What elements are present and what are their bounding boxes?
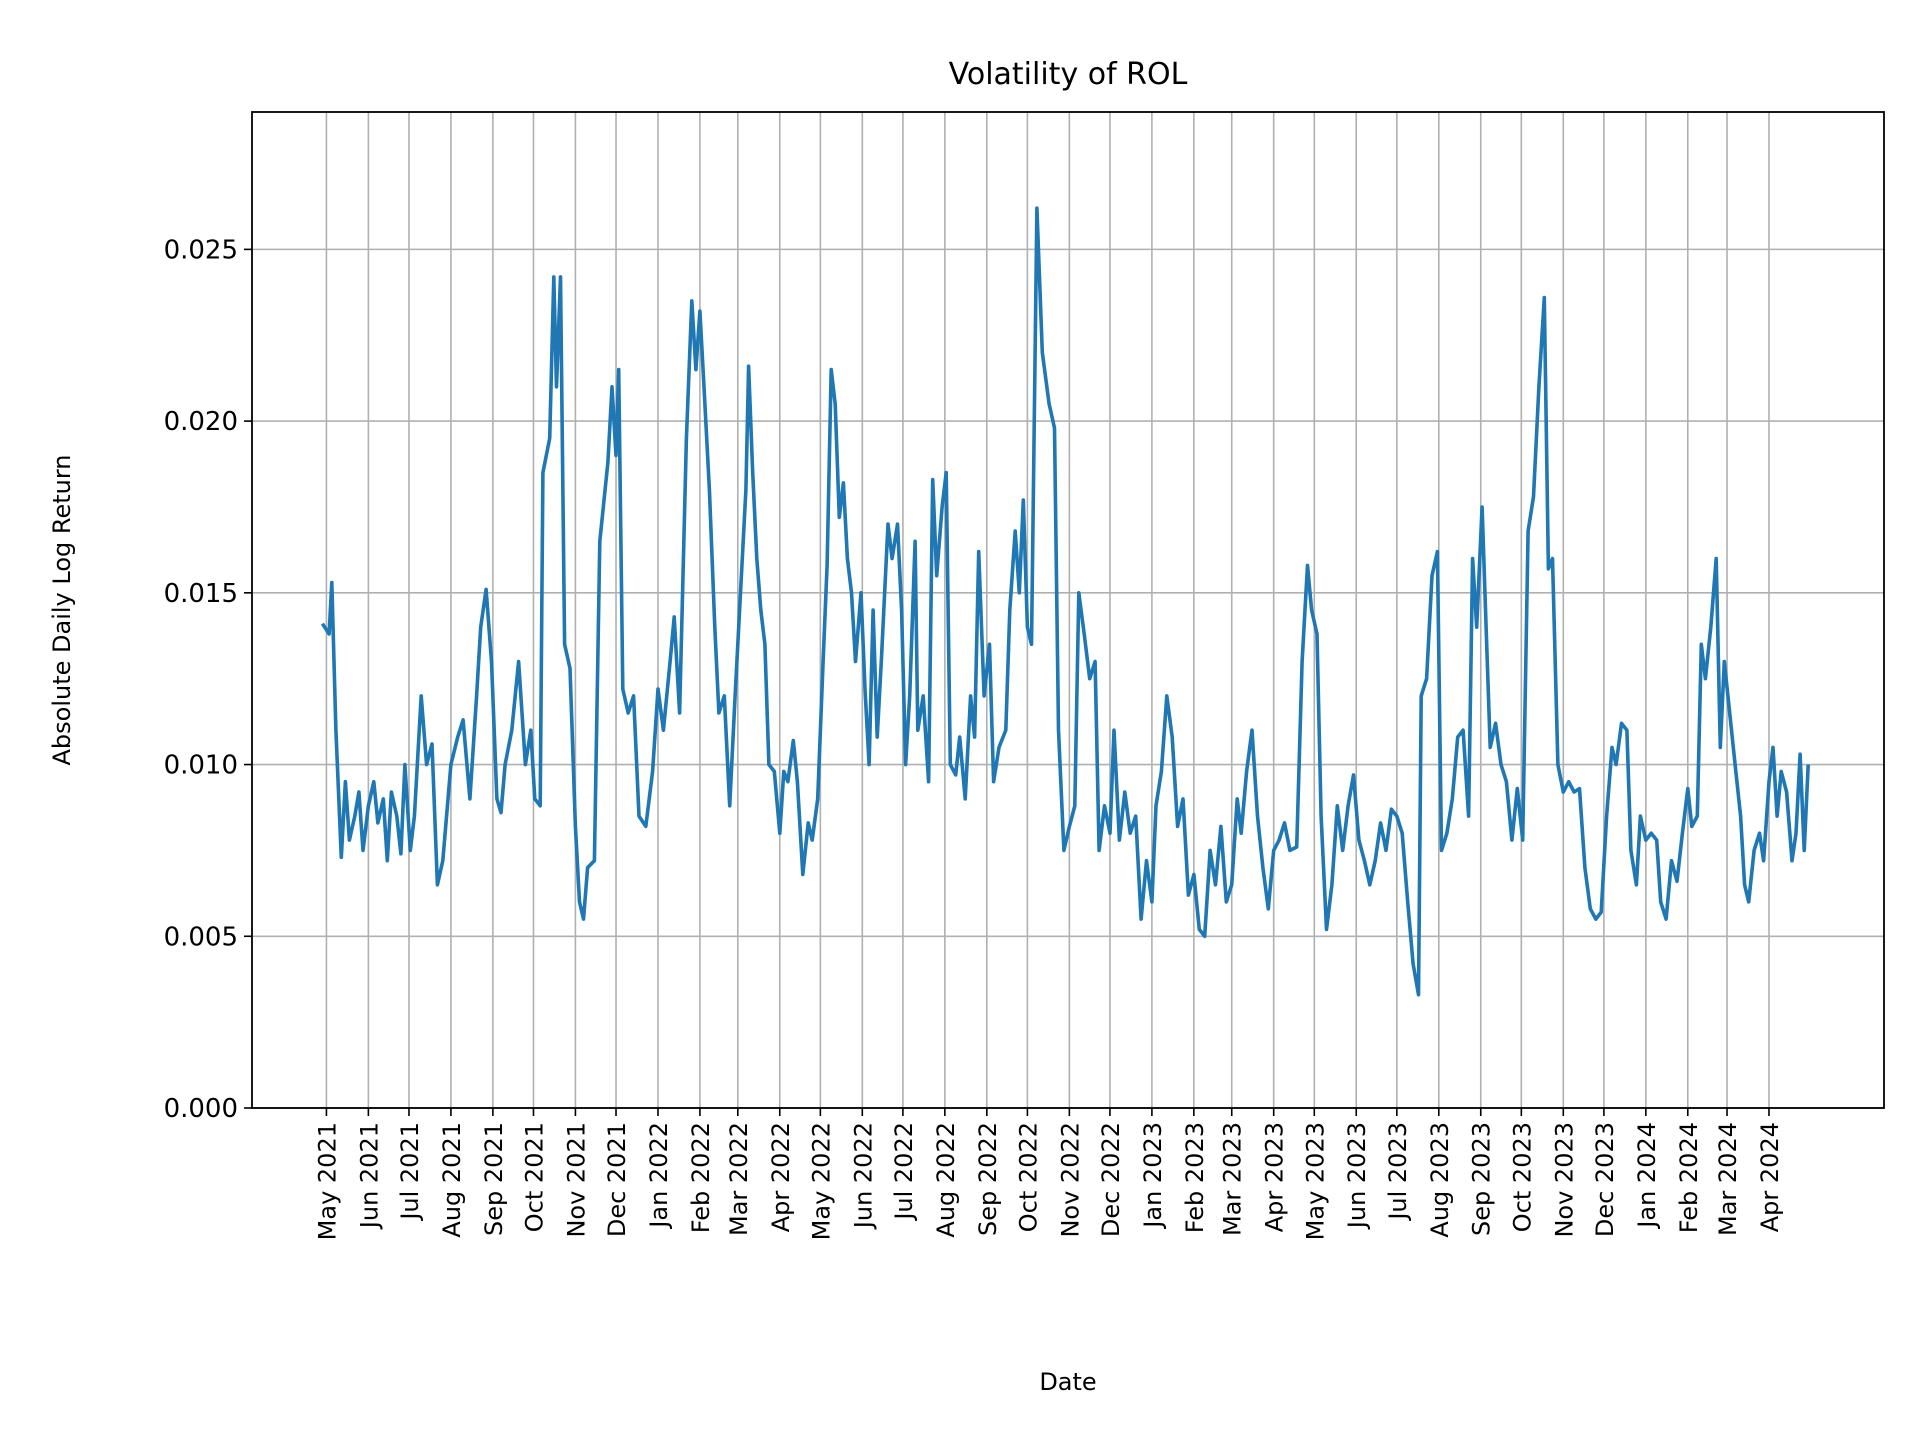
- x-tick-label: Mar 2022: [725, 1122, 753, 1236]
- y-tick-label: 0.010: [164, 751, 238, 781]
- x-tick-label: Aug 2023: [1426, 1122, 1454, 1238]
- y-axis-label: Absolute Daily Log Return: [48, 454, 76, 765]
- x-tick-label: Jan 2023: [1139, 1122, 1167, 1230]
- plot-area: [320, 206, 1810, 997]
- x-tick-label: Oct 2021: [520, 1122, 548, 1232]
- x-tick-label: Jun 2022: [849, 1122, 877, 1230]
- x-tick-label: Jul 2022: [890, 1122, 918, 1222]
- x-tick-label: Apr 2024: [1756, 1122, 1784, 1232]
- x-tick-label: Sep 2021: [480, 1122, 508, 1236]
- x-tick-label: Jul 2023: [1384, 1122, 1412, 1222]
- x-tick-label: Apr 2022: [767, 1122, 795, 1232]
- x-tick-label: Nov 2021: [562, 1122, 590, 1238]
- volatility-series-line: [320, 206, 1810, 997]
- y-axis-ticks: 0.000 0.005 0.010 0.015 0.020 0.025: [164, 235, 252, 1124]
- x-axis-label: Date: [1039, 1368, 1096, 1396]
- x-tick-label: Jan 2024: [1633, 1122, 1661, 1230]
- y-tick-label: 0.005: [164, 922, 238, 952]
- x-tick-label: May 2021: [313, 1122, 341, 1240]
- x-tick-label: Jan 2022: [645, 1122, 673, 1230]
- y-tick-label: 0.025: [164, 235, 238, 265]
- x-tick-label: Nov 2023: [1550, 1122, 1578, 1238]
- x-tick-label: Jun 2023: [1343, 1122, 1371, 1230]
- x-tick-label: Feb 2023: [1181, 1122, 1209, 1233]
- y-tick-label: 0.000: [164, 1094, 238, 1124]
- x-tick-label: Apr 2023: [1261, 1122, 1289, 1232]
- x-tick-label: Sep 2022: [974, 1122, 1002, 1236]
- grid-lines: [252, 112, 1884, 1109]
- x-tick-label: Dec 2023: [1591, 1122, 1619, 1237]
- x-tick-label: Jul 2021: [396, 1122, 424, 1222]
- x-tick-label: Feb 2022: [687, 1122, 715, 1233]
- axes-frame: [251, 111, 1885, 1109]
- x-tick-label: Dec 2021: [603, 1122, 631, 1237]
- y-tick-label: 0.015: [164, 579, 238, 609]
- x-tick-label: May 2023: [1301, 1122, 1329, 1240]
- chart-title: Volatility of ROL: [949, 57, 1188, 92]
- x-tick-label: Oct 2022: [1014, 1122, 1042, 1232]
- x-tick-label: Aug 2022: [932, 1122, 960, 1238]
- x-tick-label: Dec 2022: [1097, 1122, 1125, 1237]
- x-tick-label: Feb 2024: [1675, 1122, 1703, 1233]
- x-axis-ticks: May 2021 Jun 2021 Jul 2021 Aug 2021 Sep 2021…: [313, 1108, 1784, 1240]
- x-tick-label: May 2022: [807, 1122, 835, 1240]
- x-tick-label: Aug 2021: [438, 1122, 466, 1238]
- x-tick-label: Jun 2021: [355, 1122, 383, 1230]
- x-tick-label: Nov 2022: [1056, 1122, 1084, 1238]
- x-tick-label: Mar 2024: [1714, 1122, 1742, 1236]
- x-tick-label: Oct 2023: [1508, 1122, 1536, 1232]
- y-tick-label: 0.020: [164, 407, 238, 437]
- x-tick-label: Sep 2023: [1468, 1122, 1496, 1236]
- x-tick-label: Mar 2023: [1219, 1122, 1247, 1236]
